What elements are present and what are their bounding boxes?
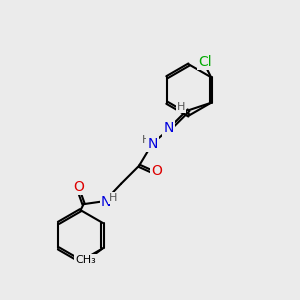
Text: H: H [109,193,117,203]
Text: N: N [101,195,111,209]
Text: N: N [163,121,174,135]
Text: CH₃: CH₃ [75,255,96,265]
Text: N: N [147,137,158,151]
Text: H: H [142,135,150,145]
Text: H: H [177,102,185,112]
Text: Cl: Cl [198,55,212,69]
Text: O: O [74,180,85,194]
Text: O: O [151,164,162,178]
